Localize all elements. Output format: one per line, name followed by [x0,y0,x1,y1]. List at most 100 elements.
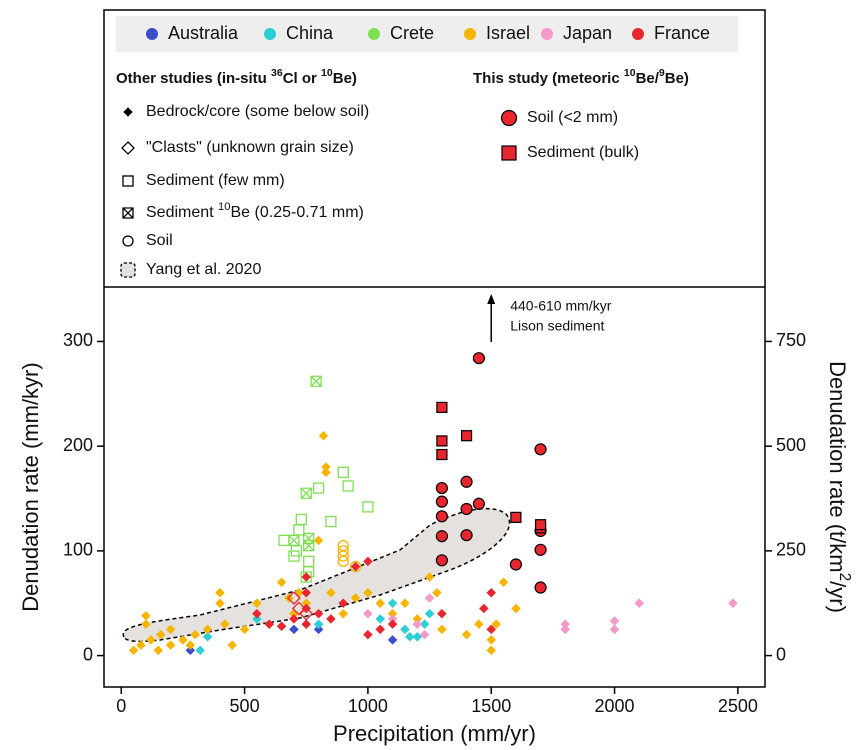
point [435,495,448,508]
point [436,448,448,461]
point [276,621,287,632]
legend-dot [264,28,276,40]
point [301,587,312,598]
text-part: 10 [321,67,333,79]
text-part: 36 [271,67,283,79]
text-part: 9 [659,67,665,79]
point [478,603,489,614]
text-part: Be) [333,70,357,87]
point [375,598,386,609]
point [321,467,331,478]
point [313,624,324,635]
point [288,534,300,547]
point [375,614,386,624]
point [387,635,398,645]
legend-label: China [286,23,334,43]
point [252,614,262,624]
text-part: This study (meteoric [473,70,624,87]
point [289,624,299,635]
point [141,619,151,630]
yang-region [122,507,511,643]
text-part: Other studies (in-situ [116,70,271,87]
text-part: Sediment [146,204,218,221]
legend-dot [146,28,158,40]
y-axis-label: Denudation rate (mm/kyr) [18,362,43,611]
point [460,475,473,488]
point [728,598,738,609]
legend-heading: Other studies (in-situ 36Cl or 10Be) [116,67,357,87]
point [122,207,134,219]
legend-region [120,262,136,278]
point [419,629,430,640]
point [338,598,349,609]
text-part: Denudation rate (t/km [825,361,850,573]
point [363,556,373,567]
y-tick-label: 100 [63,540,93,560]
point [387,598,398,609]
point [318,430,329,441]
text-part: Sediment (few mm) [146,172,285,189]
point [215,598,225,609]
point [301,572,312,582]
point [500,109,518,127]
point [301,619,312,630]
point [362,501,374,513]
legend-dot [632,28,644,40]
point [326,614,336,624]
point [437,624,447,635]
text-part: /yr) [825,581,850,613]
point [338,608,349,619]
point [435,481,448,495]
point [460,502,473,516]
x-tick-label: 500 [230,696,260,716]
text-part: Bedrock/core (some below soil) [146,103,369,120]
point [534,581,547,594]
point [436,435,448,447]
point [509,558,522,571]
point [190,629,201,640]
point [325,515,337,528]
point [511,603,521,614]
point [202,624,213,635]
point [122,175,134,187]
point [412,631,423,642]
point [293,524,305,536]
point [252,598,262,609]
point [155,629,166,640]
point [185,645,196,656]
point [220,619,230,630]
y-tick-label: 0 [83,644,93,664]
point [264,619,275,630]
point [227,640,238,650]
point [560,619,571,630]
point [474,619,484,630]
point [460,430,473,442]
x-tick-label: 2000 [595,696,635,716]
legend-dot [541,28,553,40]
point [291,601,306,616]
legend-label: Australia [168,23,239,43]
point [510,511,522,523]
point [609,624,620,635]
point [349,560,362,573]
point [337,545,349,557]
point [435,554,448,567]
point [404,631,415,642]
x-tick-label: 1500 [471,696,511,716]
legend-label: "Clasts" (unknown grain size) [146,139,354,156]
point [202,631,213,642]
point [387,619,398,630]
point [178,635,188,645]
point [609,616,620,626]
point [435,530,448,543]
point [146,635,156,645]
point [461,629,472,640]
point [337,539,349,552]
legend-label: Soil (<2 mm) [527,109,618,126]
y2-tick-label: 0 [776,644,786,664]
legend-dot [368,28,380,40]
point [534,543,547,556]
point [312,482,325,494]
point [419,619,430,630]
point [286,591,301,605]
